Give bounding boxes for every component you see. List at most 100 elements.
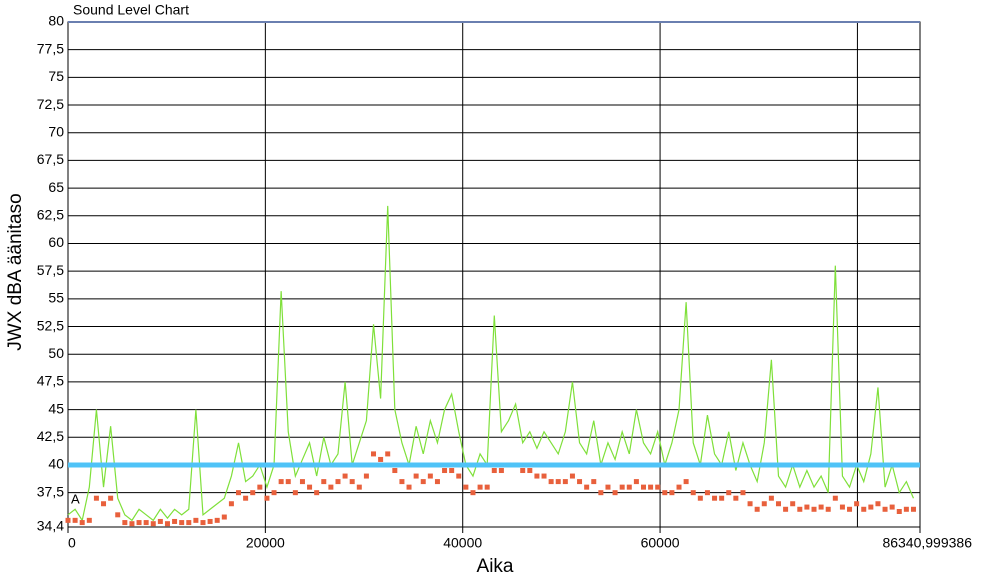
marker <box>598 490 604 496</box>
marker <box>427 473 433 479</box>
marker <box>186 520 192 526</box>
marker <box>832 495 838 501</box>
marker <box>363 473 369 479</box>
marker <box>754 506 760 512</box>
marker <box>65 517 71 523</box>
marker <box>704 490 710 496</box>
marker <box>868 504 874 510</box>
y-tick-label: 42,5 <box>37 428 64 444</box>
marker <box>648 484 654 490</box>
marker <box>349 479 355 485</box>
marker <box>299 479 305 485</box>
marker <box>541 473 547 479</box>
marker <box>818 504 824 510</box>
marker <box>243 495 249 501</box>
marker <box>207 518 213 524</box>
marker <box>491 468 497 474</box>
y-tick-label: 40 <box>48 456 64 472</box>
marker <box>321 479 327 485</box>
marker <box>527 468 533 474</box>
marker <box>811 506 817 512</box>
marker <box>406 484 412 490</box>
x-tick-label: 60000 <box>641 535 680 551</box>
marker <box>584 484 590 490</box>
marker <box>910 506 916 512</box>
marker <box>399 479 405 485</box>
chart-title: Sound Level Chart <box>73 2 189 18</box>
marker <box>662 490 668 496</box>
marker <box>761 501 767 507</box>
series-line <box>67 205 915 522</box>
marker <box>775 501 781 507</box>
marker <box>385 451 391 457</box>
annotation: A <box>71 491 80 506</box>
marker <box>690 490 696 496</box>
marker <box>555 479 561 485</box>
marker <box>669 490 675 496</box>
marker <box>733 495 739 501</box>
marker <box>179 520 185 526</box>
y-tick-label: 55 <box>48 290 64 306</box>
marker <box>115 512 121 518</box>
marker <box>136 520 142 526</box>
marker <box>285 479 291 485</box>
marker <box>747 501 753 507</box>
y-tick-label: 67,5 <box>37 151 64 167</box>
y-tick-label: 47,5 <box>37 373 64 389</box>
marker <box>896 508 902 514</box>
marker <box>200 520 206 526</box>
marker <box>470 490 476 496</box>
marker <box>307 484 313 490</box>
x-tick-label: 0 <box>68 535 76 551</box>
marker <box>548 479 554 485</box>
marker <box>477 484 483 490</box>
marker <box>569 473 575 479</box>
marker <box>420 479 426 485</box>
marker <box>143 520 149 526</box>
marker <box>101 501 107 507</box>
y-tick-label: 45 <box>48 400 64 416</box>
marker <box>889 504 895 510</box>
marker <box>356 484 362 490</box>
marker <box>875 501 881 507</box>
marker <box>79 520 85 526</box>
y-tick-label: 72,5 <box>37 96 64 112</box>
marker <box>150 521 156 527</box>
marker <box>484 484 490 490</box>
marker <box>633 479 639 485</box>
marker <box>456 473 462 479</box>
marker <box>264 495 270 501</box>
marker <box>292 490 298 496</box>
marker <box>442 468 448 474</box>
marker <box>577 479 583 485</box>
marker <box>740 490 746 496</box>
marker <box>534 473 540 479</box>
marker <box>861 506 867 512</box>
marker <box>591 479 597 485</box>
marker <box>122 520 128 526</box>
marker <box>562 479 568 485</box>
marker <box>228 501 234 507</box>
marker <box>605 484 611 490</box>
marker <box>498 468 504 474</box>
marker <box>93 495 99 501</box>
marker <box>804 504 810 510</box>
y-tick-label: 62,5 <box>37 207 64 223</box>
marker <box>250 490 256 496</box>
marker <box>328 484 334 490</box>
marker <box>449 468 455 474</box>
y-axis-label: JWX dBA äänitaso <box>5 193 26 350</box>
x-axis-label: Aika <box>477 556 514 577</box>
marker <box>676 484 682 490</box>
marker <box>903 506 909 512</box>
y-tick-label: 50 <box>48 345 64 361</box>
marker <box>164 521 170 527</box>
marker <box>86 517 92 523</box>
marker <box>683 479 689 485</box>
marker <box>697 495 703 501</box>
marker <box>392 468 398 474</box>
y-tick-label: 65 <box>48 179 64 195</box>
y-tick-label: 60 <box>48 234 64 250</box>
y-tick-label: 77,5 <box>37 40 64 56</box>
